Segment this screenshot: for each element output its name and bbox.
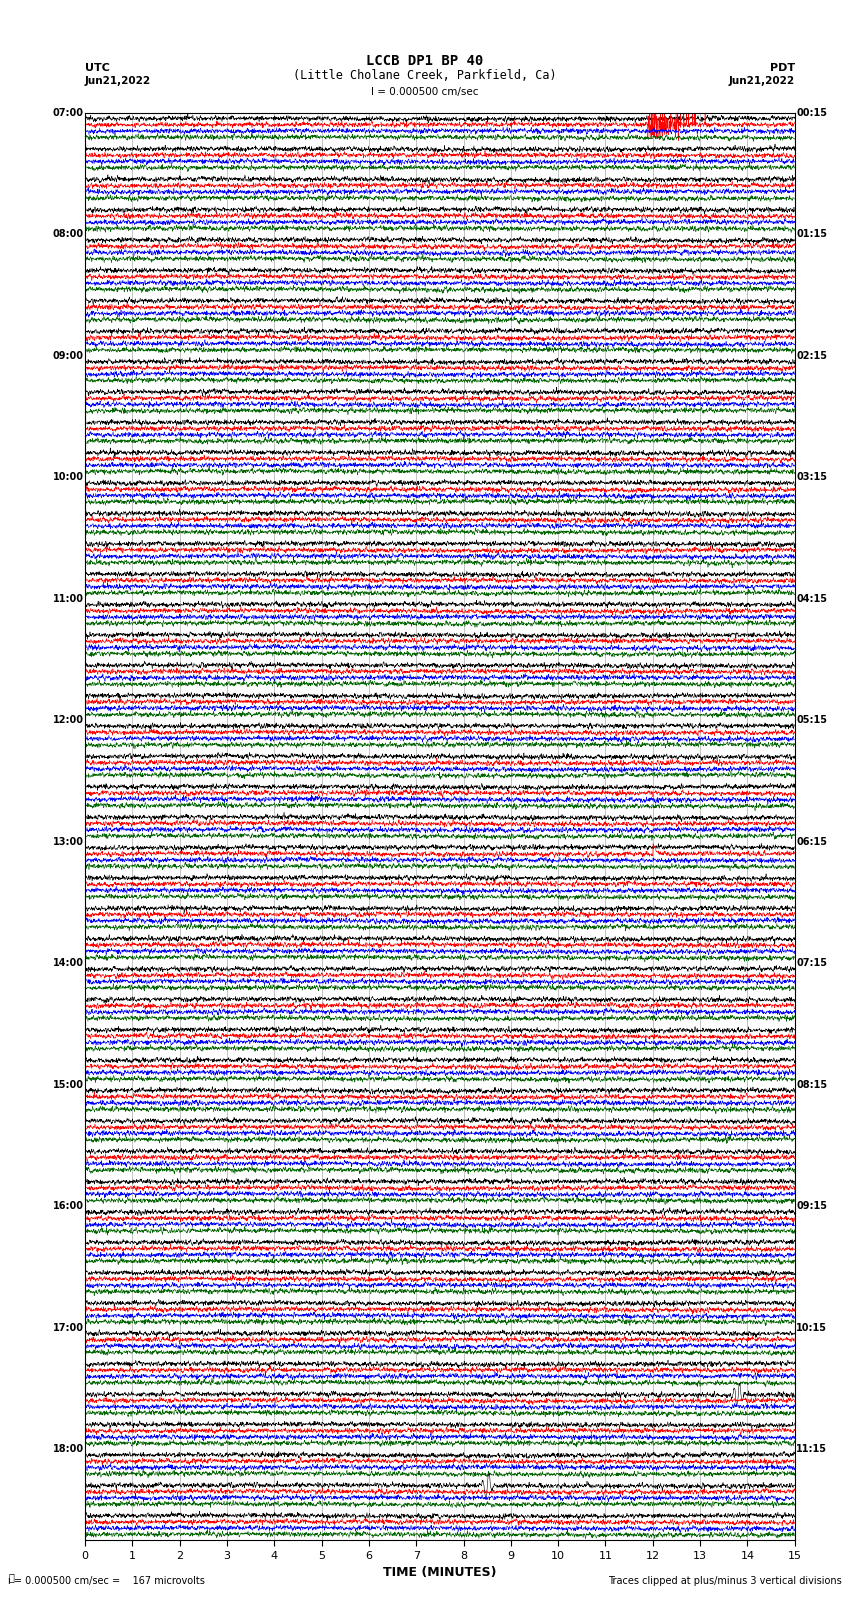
Text: 09:00: 09:00 [53, 352, 83, 361]
Text: 04:15: 04:15 [796, 594, 827, 603]
Text: ⏸: ⏸ [8, 1573, 14, 1582]
Text: 12:00: 12:00 [53, 715, 83, 726]
Text: 07:15: 07:15 [796, 958, 827, 968]
Text: 15:00: 15:00 [53, 1079, 83, 1090]
Text: Jun21,2022: Jun21,2022 [85, 76, 151, 85]
Text: Jun21,2022: Jun21,2022 [728, 76, 795, 85]
X-axis label: TIME (MINUTES): TIME (MINUTES) [383, 1566, 496, 1579]
Text: 11:15: 11:15 [796, 1444, 827, 1455]
Text: 07:00: 07:00 [53, 108, 83, 118]
Text: 16:00: 16:00 [53, 1202, 83, 1211]
Text: LCCB DP1 BP 40: LCCB DP1 BP 40 [366, 55, 484, 68]
Text: PDT: PDT [769, 63, 795, 73]
Text: 02:15: 02:15 [796, 352, 827, 361]
Text: 13:00: 13:00 [53, 837, 83, 847]
Text: ı = 0.000500 cm/sec =    167 microvolts: ı = 0.000500 cm/sec = 167 microvolts [8, 1576, 206, 1586]
Text: 03:15: 03:15 [796, 473, 827, 482]
Text: UTC: UTC [85, 63, 110, 73]
Text: 10:15: 10:15 [796, 1323, 827, 1332]
Text: I = 0.000500 cm/sec: I = 0.000500 cm/sec [371, 87, 479, 97]
Text: Traces clipped at plus/minus 3 vertical divisions: Traces clipped at plus/minus 3 vertical … [608, 1576, 842, 1586]
Text: 05:15: 05:15 [796, 715, 827, 726]
Text: 01:15: 01:15 [796, 229, 827, 239]
Text: 10:00: 10:00 [53, 473, 83, 482]
Text: 17:00: 17:00 [53, 1323, 83, 1332]
Text: 00:15: 00:15 [796, 108, 827, 118]
Text: 11:00: 11:00 [53, 594, 83, 603]
Text: 08:15: 08:15 [796, 1079, 827, 1090]
Text: 18:00: 18:00 [53, 1444, 83, 1455]
Text: 06:15: 06:15 [796, 837, 827, 847]
Text: 09:15: 09:15 [796, 1202, 827, 1211]
Text: (Little Cholane Creek, Parkfield, Ca): (Little Cholane Creek, Parkfield, Ca) [293, 69, 557, 82]
Text: 14:00: 14:00 [53, 958, 83, 968]
Text: 08:00: 08:00 [53, 229, 83, 239]
